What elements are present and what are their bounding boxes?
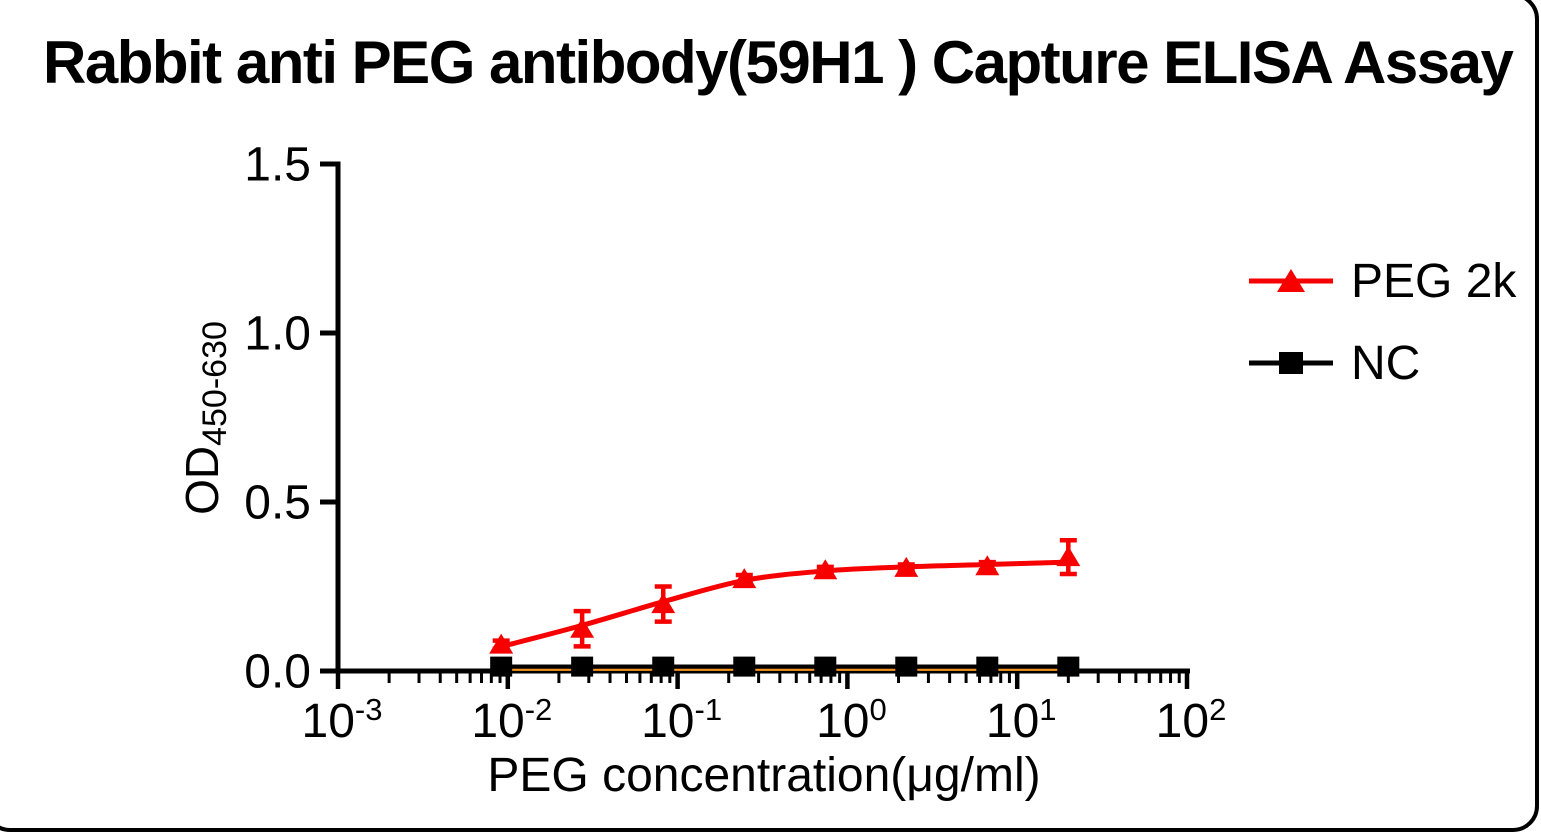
legend-square-marker-icon <box>1249 352 1333 374</box>
y-axis-title-subscript: 450-630 <box>196 321 234 446</box>
square-marker <box>895 656 918 677</box>
y-tick-label: 0.5 <box>244 477 311 530</box>
y-tick-label: 1.5 <box>244 139 311 192</box>
x-tick-label: 101 <box>986 692 1057 748</box>
square-marker <box>571 656 594 677</box>
square-marker <box>733 656 756 677</box>
x-tick-label: 10-3 <box>302 692 383 748</box>
square-marker <box>652 656 675 677</box>
triangle-marker <box>651 593 676 614</box>
x-tick-label: 100 <box>816 692 887 748</box>
y-axis-title-main: OD <box>176 445 228 515</box>
legend-item-peg2k: PEG 2k <box>1247 254 1517 308</box>
series-peg-2k <box>489 537 1081 654</box>
y-tick-label: 1.0 <box>244 308 311 361</box>
fit-curve <box>500 559 1069 650</box>
y-axis-ticks: 0.0 0.5 1.0 1.5 <box>244 139 336 699</box>
legend-item-nc: NC <box>1247 336 1516 390</box>
square-marker <box>814 656 837 677</box>
triangle-marker <box>489 633 514 654</box>
legend: PEG 2k NC <box>1247 254 1517 420</box>
axes <box>335 161 1190 674</box>
x-tick-label: 10-2 <box>471 692 552 748</box>
y-tick-label: 0.0 <box>244 646 311 699</box>
triangle-marker <box>894 556 919 577</box>
triangle-marker <box>975 555 1000 576</box>
square-marker <box>976 656 999 677</box>
triangle-marker <box>570 617 595 638</box>
y-axis-title: OD450-630 <box>175 321 235 515</box>
triangle-marker <box>1056 546 1081 567</box>
x-tick-label: 102 <box>1156 692 1227 748</box>
figure-title: Rabbit anti PEG antibody(59H1 ) Capture … <box>43 29 1514 96</box>
legend-label-peg2k: PEG 2k <box>1351 254 1517 308</box>
triangle-marker <box>813 559 838 580</box>
series-nc <box>490 656 1080 677</box>
square-marker <box>1057 656 1080 677</box>
legend-label-nc: NC <box>1351 336 1421 390</box>
square-marker <box>490 656 513 677</box>
x-axis-title: PEG concentration(μg/ml) <box>487 749 1041 802</box>
triangle-marker <box>732 568 757 589</box>
x-axis-ticks: 10-3 10-2 10-1 100 101 102 <box>302 673 1227 748</box>
x-tick-label: 10-1 <box>641 692 722 748</box>
legend-triangle-marker-icon <box>1249 269 1333 292</box>
